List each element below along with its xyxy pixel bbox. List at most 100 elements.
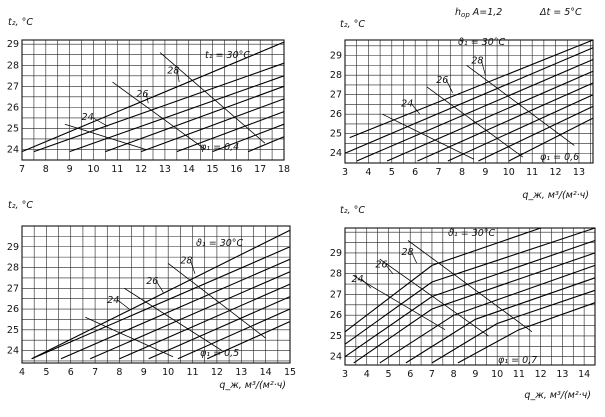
x-tick-label: 13 [159,164,171,175]
label-leader [410,103,421,115]
x-tick-label: 9 [141,367,147,378]
series-line [344,227,596,345]
series-line [148,296,291,360]
x-tick-label: 8 [43,164,49,175]
x-tick-label: 6 [412,167,418,178]
x-tick-label: 14 [578,369,590,380]
y-tick-label: 25 [330,129,342,140]
x-tick-label: 9 [472,369,478,380]
x-tick-label: 8 [116,367,122,378]
header-h-label: hор A=1,2 [455,7,502,19]
x-tick-label: 18 [278,164,290,175]
phi-label: φ₁ = 0,7 [498,355,537,366]
y-tick-label: 25 [7,325,19,336]
isotherm-line [159,52,266,144]
series-line [447,94,594,162]
series-line [417,82,594,162]
label-leader [361,278,372,289]
series-line [89,271,291,360]
y-tick-label: 26 [7,304,19,315]
series-line [177,308,291,360]
series-line [431,289,596,364]
series-line [206,320,291,360]
x-tick-label: 3 [342,369,348,380]
y-tick-label: 27 [330,289,342,300]
curve-label: 26 [146,276,158,287]
isotherm-line [167,263,266,339]
plot-frame [344,39,594,164]
x-tick-label: 3 [342,167,348,178]
y-axis-label: t₂, °C [340,19,365,30]
plot-frame [21,225,291,364]
series-line [379,264,596,364]
chart-panel-bottom-left: 4 5 6 7 8 9 10 11 12 13 14 15 24 25 26 27 28 29 t₂, °C q_ж,… [7,200,296,391]
y-tick-label: 25 [330,331,342,342]
x-tick-label: 10 [162,367,174,378]
x-tick-label: 4 [365,167,371,178]
y-tick-label: 28 [330,269,342,280]
isotherm-line [426,86,524,158]
y-axis-label: t₂, °C [8,200,33,211]
x-tick-label: 4 [364,369,370,380]
x-tick-label: 11 [513,369,525,380]
x-tick-label: 12 [550,167,562,178]
y-tick-label: 29 [330,248,342,259]
series-line [405,277,596,364]
label-leader [411,251,418,264]
x-tick-label: 8 [459,167,465,178]
series-line [105,85,285,153]
t1-line-label: ϑ₁ = 30°C [458,37,506,48]
isotherm-line [353,275,446,331]
x-tick-label: 7 [436,167,442,178]
series-line [248,136,285,153]
isotherm-line [124,287,223,351]
x-tick-label: 16 [230,164,242,175]
phi-label: φ₁ = 0,6 [540,152,579,163]
y-tick-label: 28 [7,263,19,274]
y-tick-label: 24 [330,148,342,159]
series-line-top [21,41,285,153]
t1-line-label: t₁ = 30°C [205,50,250,61]
label-leader [176,70,180,83]
label-leader [91,116,108,127]
series-line [478,105,594,162]
series-line [457,302,596,364]
x-tick-label: 6 [407,369,413,380]
header-dt-label: Δt = 5°C [539,7,582,18]
plot-frame [21,39,285,161]
x-tick-label: 17 [254,164,266,175]
series-line-top [344,227,541,333]
y-tick-label: 27 [330,90,342,101]
curve-label: 24 [82,112,94,123]
x-tick-label: 9 [67,164,73,175]
series-line [356,58,594,162]
grid [344,40,593,164]
x-tick-label: 9 [482,167,488,178]
y-tick-label: 27 [7,81,19,92]
series-line [344,239,596,358]
series-line [119,283,291,360]
x-tick-label: 14 [183,164,195,175]
t1-line-label: ϑ₁ = 30°C [196,238,244,249]
x-tick-label: 7 [19,164,25,175]
y-tick-label: 29 [7,242,19,253]
curve-label: 28 [471,55,483,66]
x-tick-label: 6 [68,367,74,378]
x-axis-label: q_ж, м³/(м²·ч) [219,380,286,391]
curve-label: 28 [180,255,192,266]
x-tick-label: 12 [211,367,223,378]
x-tick-label: 15 [206,164,218,175]
x-tick-label: 11 [111,164,123,175]
series-line-top [31,229,291,360]
isotherm-line [407,240,533,333]
curve-label: 28 [402,247,414,258]
isotherm-line [379,258,489,337]
series-line [386,70,594,162]
series-line [508,117,594,162]
isotherm-line [466,65,575,146]
curve-label: 24 [107,295,119,306]
y-tick-label: 27 [7,283,19,294]
x-tick-label: 13 [573,167,585,178]
curve-label: 28 [167,66,179,77]
phi-label: φ₁ = 0,4 [200,142,239,153]
